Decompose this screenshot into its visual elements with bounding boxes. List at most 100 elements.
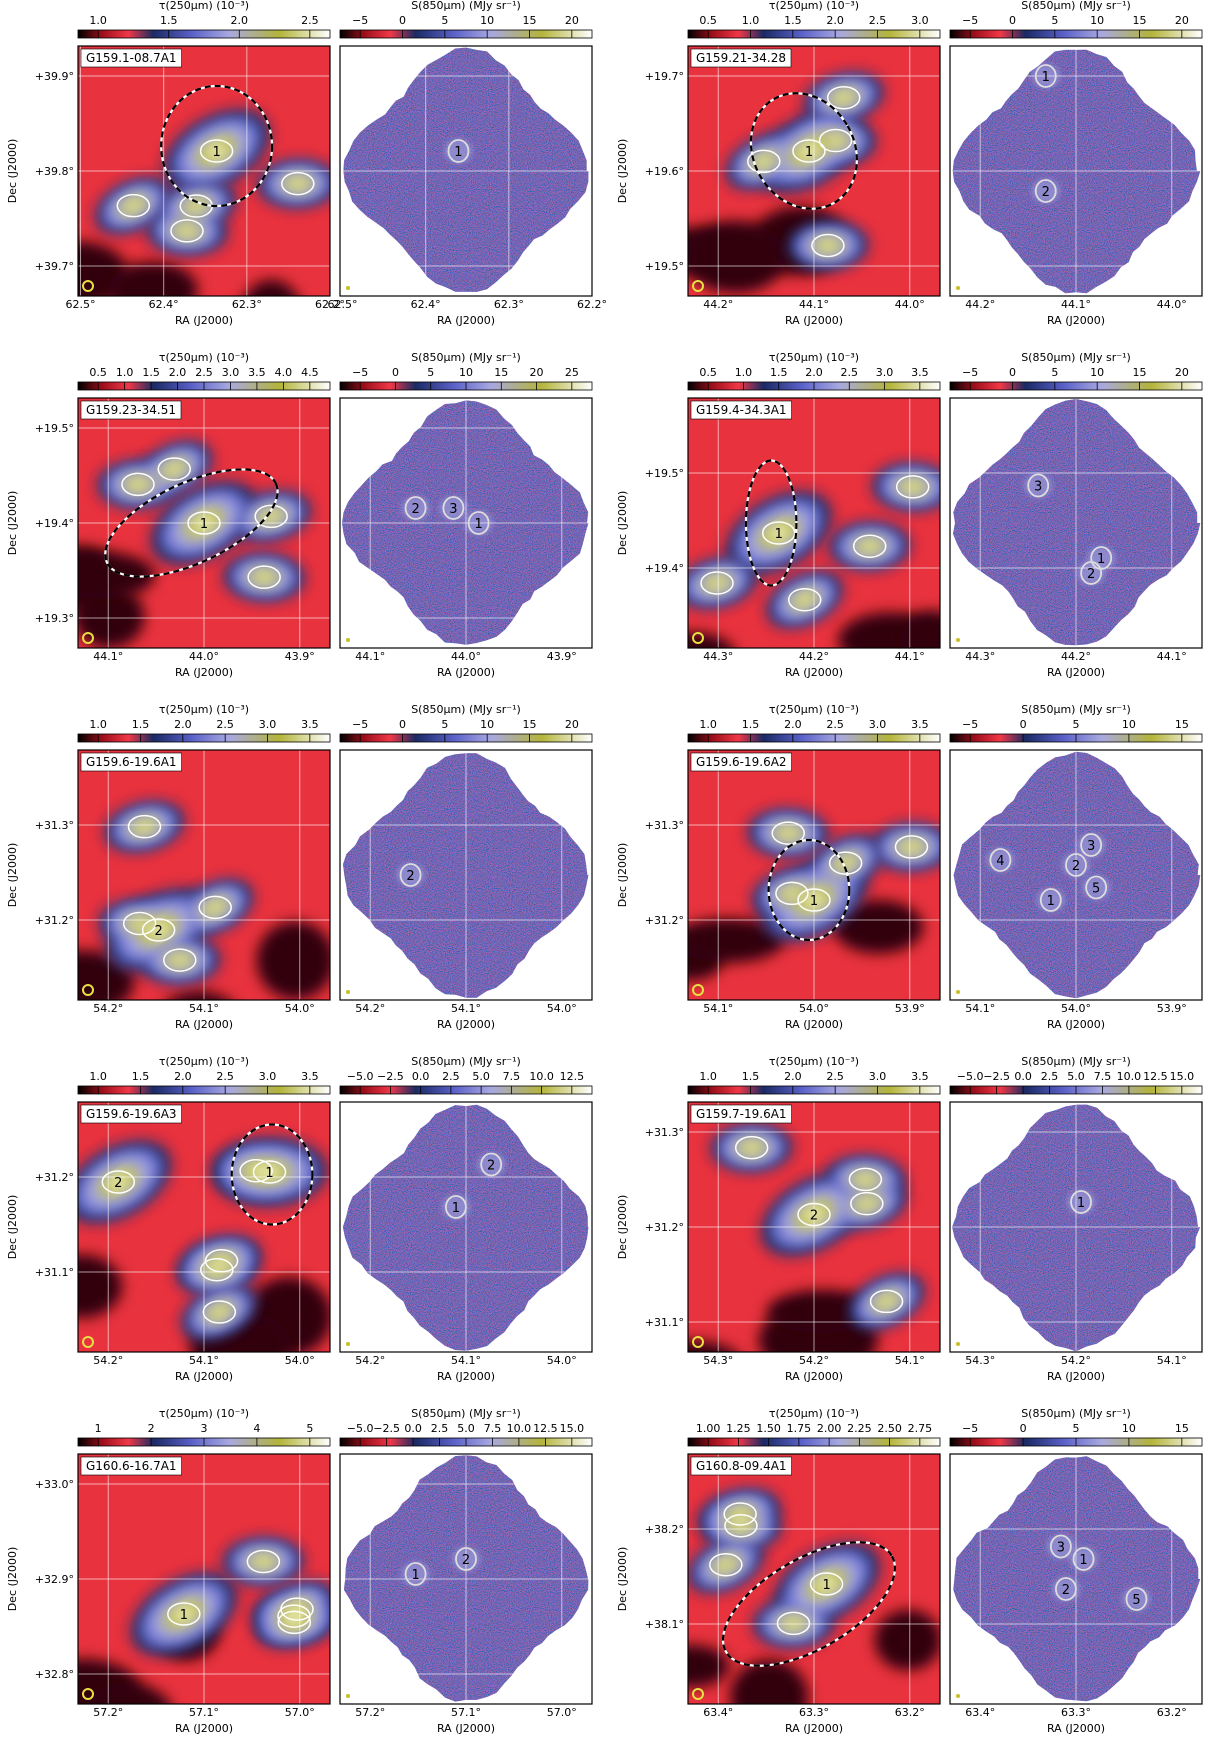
axis-label: RA (J2000) [437,1018,495,1031]
ra-tick-label: 44.1° [93,650,123,663]
axis-label: RA (J2000) [785,1370,843,1383]
colorbar-label: τ(250μm) (10⁻³) [769,351,859,364]
dec-tick-label: +31.1° [35,1266,74,1279]
emission-blob [744,1143,759,1152]
colorbar [687,29,941,39]
colorbar-tick-label: 4 [253,1422,260,1435]
ra-tick-label: 62.5° [66,298,96,311]
axis-label: RA (J2000) [785,314,843,327]
field-name-box [80,48,182,68]
colorbar-tick-label: 15 [523,14,537,27]
clump-label: 1 [474,517,482,532]
dec-tick-label: +19.3° [35,612,74,625]
colorbar-tick-label: 4.5 [301,366,319,379]
clump-contour [1080,833,1103,857]
dark-patch [78,1254,123,1318]
axis-label: Dec (J2000) [6,843,19,908]
clump-contour [455,1547,477,1571]
clump-contour [480,1152,503,1177]
ra-tick-label: 62.2° [577,298,607,311]
dec-tick-label: +19.6° [645,165,684,178]
clump-contour [1034,179,1057,203]
colorbar-tick-label: 1.0 [89,718,107,731]
colorbar-label: S(850μm) (MJy sr⁻¹) [1021,1055,1131,1068]
panel-frame [949,1101,1203,1353]
dark-patch [688,1340,736,1352]
axis-label: RA (J2000) [175,1018,233,1031]
aperture [744,459,798,587]
beam [692,1336,704,1348]
colorbar-tick-label: −2.5 [983,1070,1010,1083]
ra-tick-label: 53.9° [895,1002,925,1015]
source-glow [1046,1534,1075,1559]
colorbar [687,1085,941,1095]
clump-label: 1 [265,1166,273,1181]
ra-tick-label: 54.1° [189,1354,219,1367]
contour [700,571,734,595]
emission-blob [256,1557,271,1566]
ra-tick-label: 62.4° [149,298,179,311]
ra-tick-label: 57.0° [547,1706,577,1719]
colorbar-tick-label: 1.0 [699,718,717,731]
emission-blob [862,541,877,551]
colorbar-tick-label: 10 [1090,366,1104,379]
contour [127,814,162,839]
dec-tick-label: +31.2° [645,1221,684,1234]
dec-tick-label: +31.2° [35,914,74,927]
source-glow [1031,179,1060,203]
contour [246,1549,281,1574]
colorbar-tick-label: 10 [480,718,494,731]
dec-tick-label: +31.3° [645,1126,684,1139]
ra-tick-label: 44.0° [451,650,481,663]
emission-blob [208,902,222,913]
colorbar-tick-label: 3.0 [259,718,277,731]
source-glow [1077,561,1106,585]
clump-label: 2 [462,1553,470,1568]
ra-tick-label: 54.1° [189,1002,219,1015]
contour [239,1158,273,1183]
ra-tick-label: 54.2° [93,1002,123,1015]
dec-tick-label: +31.2° [645,914,684,927]
contour [894,835,929,859]
ra-tick-label: 63.3° [799,1706,829,1719]
emission-blob [131,480,145,489]
aperture [104,468,279,578]
ra-tick-label: 54.2° [93,1354,123,1367]
beam [346,1694,350,1698]
ra-tick-label: 44.0° [189,650,219,663]
colorbar-tick-label: 2.25 [847,1422,872,1435]
axis-label: RA (J2000) [785,1722,843,1735]
colorbar-tick-label: 25 [565,366,579,379]
ra-tick-label: 54.1° [451,1354,481,1367]
contour [895,475,930,499]
colorbar-label: S(850μm) (MJy sr⁻¹) [411,351,521,364]
axis-label: RA (J2000) [175,666,233,679]
clump-label: 1 [411,1568,419,1583]
field-name: G159.21-34.28 [696,51,786,65]
panel-frame [339,1101,593,1353]
clump-label: 1 [180,1608,188,1623]
clump-label: 1 [775,527,783,542]
tau-map [688,46,940,296]
clump-label: 3 [1057,1541,1065,1556]
colorbar-tick-label: 3.0 [876,366,894,379]
colorbar [339,1085,593,1095]
dec-tick-label: +19.4° [35,517,74,530]
axis-label: RA (J2000) [1047,666,1105,679]
colorbar-label: S(850μm) (MJy sr⁻¹) [1021,703,1131,716]
beam [956,1342,960,1346]
axis-label: Dec (J2000) [616,139,629,204]
contour [747,149,781,174]
clump-label: 3 [1034,480,1042,495]
ra-tick-label: 53.9° [1157,1002,1187,1015]
colorbar-tick-label: 2.5 [442,1070,460,1083]
beam [82,632,94,644]
ra-tick-label: 44.2° [1061,650,1091,663]
colorbar-tick-label: 1.0 [89,14,107,27]
contour [850,1191,884,1216]
emission-blob [769,525,788,541]
panel-frame [339,1453,593,1705]
clump-contour [399,863,422,887]
colorbar-tick-label: 3.0 [869,718,887,731]
